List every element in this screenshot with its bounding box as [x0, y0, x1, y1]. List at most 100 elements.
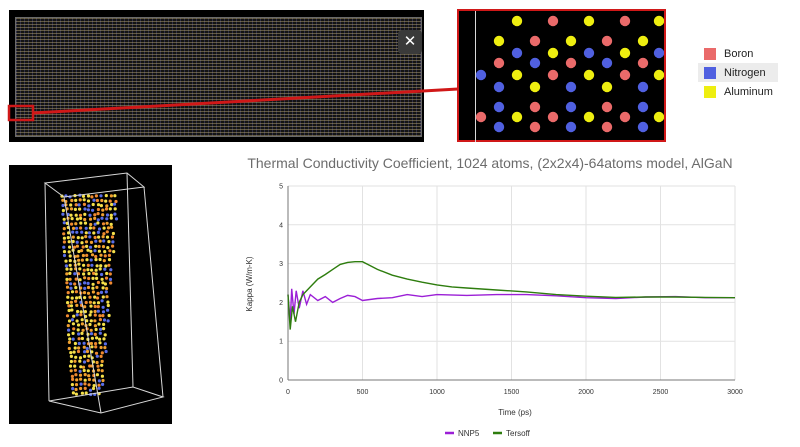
supercell-atom	[76, 349, 81, 354]
supercell-atom	[98, 239, 102, 243]
supercell-atom	[103, 333, 107, 337]
supercell-atom	[86, 291, 91, 295]
chart-legend: NNP5 Tersoff	[445, 429, 531, 438]
legend-item-boron[interactable]: Boron	[698, 44, 778, 63]
supercell-atom	[81, 365, 86, 369]
supercell-atom	[70, 290, 75, 294]
supercell-atom	[102, 259, 106, 263]
supercell-atom	[78, 207, 82, 211]
supercell-atom	[104, 207, 109, 211]
supercell-atom	[76, 328, 80, 332]
supercell-atom	[65, 267, 69, 271]
x-tick-label: 2000	[578, 389, 594, 396]
supercell-atom	[69, 267, 73, 271]
supercell-atom	[101, 281, 105, 285]
supercell-atom	[93, 213, 97, 217]
supercell-atom	[62, 253, 67, 258]
supercell-atom	[62, 236, 66, 240]
legend-label: Nitrogen	[724, 66, 766, 79]
legend-item-nitrogen[interactable]: Nitrogen	[698, 63, 778, 82]
atom-dot	[565, 121, 577, 133]
supercell-atom	[108, 272, 112, 276]
supercell-atom	[77, 332, 81, 336]
y-tick-label: 0	[279, 378, 283, 385]
supercell-atom	[98, 257, 102, 262]
supercell-atom	[88, 300, 92, 304]
supercell-atom	[74, 213, 78, 217]
supercell-atom	[80, 249, 84, 253]
atom-dot	[565, 35, 577, 47]
supercell-atom	[88, 245, 93, 249]
supercell-atom	[84, 231, 88, 235]
supercell-atom	[107, 258, 112, 262]
supercell-atom	[81, 245, 85, 249]
supercell-atom	[100, 299, 104, 303]
atom-dot	[511, 15, 523, 27]
supercell-atom	[101, 213, 105, 217]
supercell-atom	[62, 245, 66, 249]
supercell-atom	[81, 194, 86, 198]
supercell-atom	[78, 278, 82, 282]
supercell-atom	[109, 194, 113, 198]
supercell-atom	[99, 264, 103, 268]
close-button[interactable]: ✕	[398, 30, 422, 54]
supercell-atom	[75, 244, 79, 248]
supercell-atom	[77, 258, 81, 262]
supercell-atom	[102, 337, 106, 341]
supercell-atom	[101, 295, 105, 299]
supercell-atom	[112, 250, 116, 254]
supercell-atom	[77, 262, 81, 266]
supercell-atom	[100, 374, 104, 378]
supercell-atom	[89, 310, 93, 314]
supercell-atom	[91, 276, 95, 280]
supercell-atom	[79, 310, 83, 314]
supercell-atom	[105, 217, 109, 221]
x-tick-label: 0	[286, 389, 290, 396]
supercell-atom	[94, 272, 98, 276]
supercell-atom	[71, 387, 75, 391]
atom-dot	[511, 69, 523, 81]
series-line-tersoff	[287, 260, 736, 330]
atom-dot	[565, 101, 577, 113]
supercell-atom	[75, 226, 79, 230]
supercell-atom	[77, 337, 81, 341]
supercell-3d-view[interactable]	[9, 165, 172, 424]
supercell-atom	[62, 221, 66, 225]
supercell-atom	[71, 322, 75, 326]
supercell-atom	[86, 199, 91, 203]
legend-item-aluminum[interactable]: Aluminum	[698, 82, 778, 101]
supercell-atom	[79, 365, 83, 369]
supercell-atom	[68, 277, 72, 281]
supercell-atom	[86, 285, 91, 290]
atom-dot	[529, 101, 541, 113]
y-tick-label: 1	[279, 339, 283, 346]
atom-dot	[653, 69, 664, 81]
supercell-atom	[112, 202, 117, 206]
supercell-atom	[95, 264, 99, 268]
supercell-atom	[110, 202, 114, 207]
supercell-atom	[61, 203, 65, 208]
supercell-atom	[67, 231, 71, 235]
supercell-atom	[103, 342, 107, 346]
supercell-atom	[82, 368, 86, 373]
x-tick-label: 1500	[504, 389, 520, 396]
supercell-atom	[69, 213, 73, 217]
supercell-atom	[101, 382, 105, 386]
supercell-atom	[64, 264, 68, 268]
supercell-atom	[95, 296, 100, 300]
supercell-atom	[82, 268, 86, 272]
supercell-atom	[104, 194, 108, 198]
supercell-atom	[107, 253, 111, 257]
simulation-viewport[interactable]: ✕	[9, 10, 424, 142]
supercell-atom	[77, 203, 81, 207]
atom-dot	[583, 111, 595, 123]
supercell-atom	[75, 230, 79, 234]
supercell-atom	[75, 313, 79, 317]
supercell-atom	[109, 281, 113, 285]
atom-dot	[653, 47, 664, 59]
atom-dot	[493, 35, 505, 47]
supercell-atom	[86, 359, 90, 363]
supercell-atom	[73, 346, 77, 350]
supercell-atom	[103, 267, 107, 271]
supercell-atom	[73, 359, 77, 363]
